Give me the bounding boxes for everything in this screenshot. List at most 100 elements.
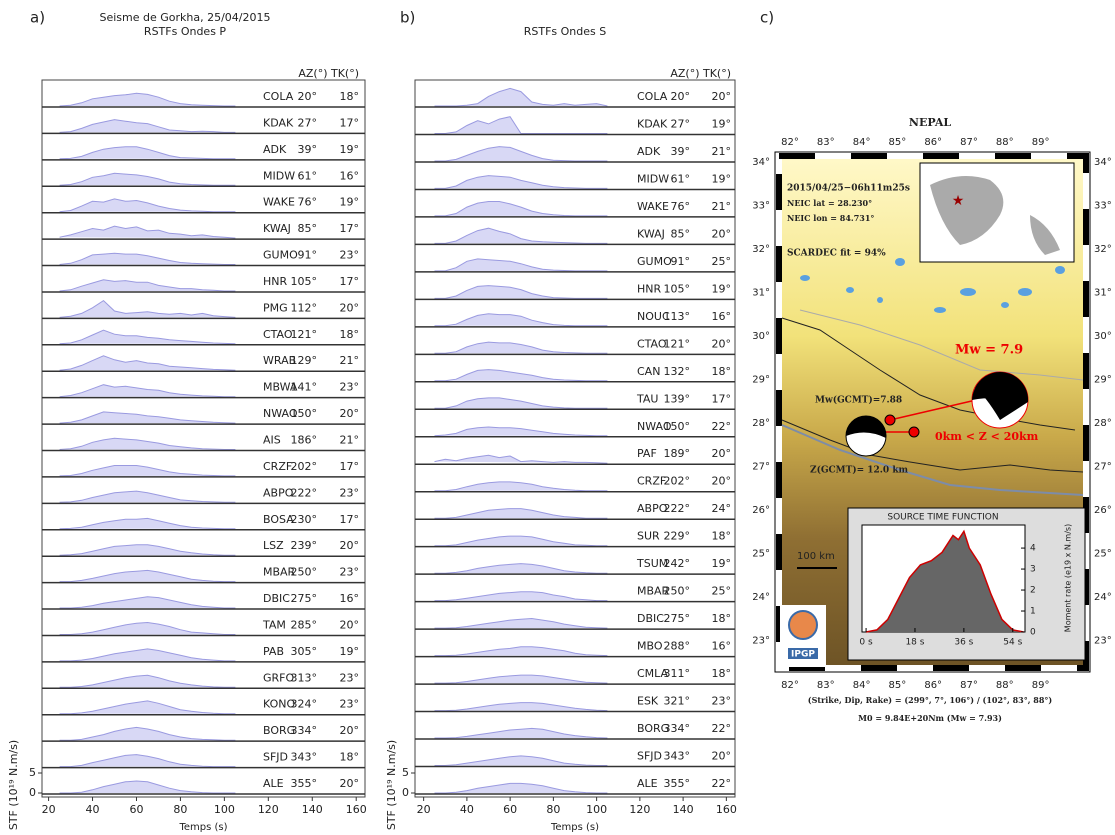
station-name: PAB [263, 645, 284, 658]
station-takeoff: 22° [712, 722, 732, 735]
stf-trace [59, 780, 236, 794]
station-takeoff: 16° [712, 640, 732, 653]
station-name: CRZF [637, 475, 666, 488]
mw-gcmt: Mw(GCMT)=7.88 [815, 395, 902, 406]
station-name: CTAO [637, 337, 667, 350]
panel-label: c) [760, 9, 774, 27]
station-azimuth: 112° [291, 301, 318, 314]
station-name: ADK [263, 143, 287, 156]
column-header: AZ(°) TK(°) [670, 67, 731, 80]
station-takeoff: 23° [340, 249, 360, 262]
station-name: MIDW [637, 172, 669, 185]
stf-trace [59, 119, 236, 133]
station-name: ALE [263, 777, 284, 790]
moment: M0 = 9.84E+20Nm (Mw = 7.93) [858, 713, 1002, 723]
station-takeoff: 17° [340, 460, 360, 473]
panel-subtitle: RSTFs Ondes P [144, 25, 227, 38]
stf-trace [434, 341, 608, 354]
station-takeoff: 24° [712, 502, 732, 515]
station-azimuth: 202° [664, 475, 691, 488]
stf-y-tick-label: 4 [1030, 544, 1036, 554]
x-axis-label: Temps (s) [178, 822, 227, 833]
station-takeoff: 23° [340, 566, 360, 579]
station-name: NWAO [637, 420, 672, 433]
y-tick-label: 0 [402, 786, 409, 799]
stf-trace [434, 426, 608, 437]
station-takeoff: 19° [340, 196, 360, 209]
station-azimuth: 61° [671, 172, 691, 185]
station-name: WAKE [637, 200, 669, 213]
neic-lat: NEIC lat = 28.230° [787, 198, 872, 208]
station-name: SFJD [637, 750, 662, 763]
station-takeoff: 19° [340, 645, 360, 658]
border-line [781, 419, 1084, 473]
stf-x-tick-label: 36 s [954, 638, 973, 648]
stf-trace [434, 175, 608, 189]
station-takeoff: 18° [712, 612, 732, 625]
stf-trace [434, 508, 608, 519]
station-takeoff: 16° [340, 592, 360, 605]
station-azimuth: 275° [291, 592, 318, 605]
stf-trace [59, 329, 236, 345]
neic-lon: NEIC lon = 84.731° [787, 213, 874, 223]
x-tick-label: 120 [629, 803, 650, 816]
station-name: GRFO [263, 671, 294, 684]
station-azimuth: 189° [664, 447, 691, 460]
stf-trace [434, 369, 608, 382]
station-name: GUMO [637, 255, 672, 268]
station-takeoff: 20° [340, 301, 360, 314]
station-name: ABPO [637, 502, 668, 515]
station-takeoff: 16° [340, 169, 360, 182]
station-name: DBIC [263, 592, 290, 605]
stf-y-tick-label: 3 [1030, 565, 1036, 575]
station-name: BORG [637, 722, 669, 735]
stf-trace [434, 313, 608, 327]
station-azimuth: 141° [291, 381, 318, 394]
station-takeoff: 20° [340, 618, 360, 631]
stf-trace [434, 782, 608, 794]
stf-trace [434, 617, 608, 629]
panel-label: a) [30, 9, 45, 27]
lat-label-left: 30° [752, 331, 770, 342]
lat-label-right: 34° [1094, 157, 1112, 168]
station-azimuth: 150° [664, 420, 691, 433]
stf-y-tick-label: 0 [1030, 628, 1036, 638]
station-azimuth: 76° [298, 196, 318, 209]
stf-area [865, 529, 1024, 633]
station-takeoff: 20° [712, 337, 732, 350]
stf-trace [434, 87, 608, 107]
station-name: MBAR [637, 585, 670, 598]
stf-trace [434, 227, 608, 244]
station-takeoff: 19° [712, 557, 732, 570]
lat-label-left: 23° [752, 636, 770, 647]
station-name: CMLA [637, 667, 669, 680]
lat-label-left: 28° [752, 418, 770, 429]
world-land [930, 176, 1060, 255]
station-azimuth: 250° [291, 566, 318, 579]
station-azimuth: 91° [671, 255, 691, 268]
lon-label-bottom: 85° [889, 680, 907, 691]
lat-label-right: 26° [1094, 505, 1112, 516]
station-name: LSZ [263, 539, 284, 552]
station-takeoff: 21° [712, 200, 732, 213]
lakes [800, 258, 1065, 313]
stf-trace [59, 299, 236, 318]
y-tick-label: 5 [402, 766, 409, 779]
epicenter-star: ★ [952, 193, 965, 209]
station-azimuth: 242° [664, 557, 691, 570]
logo: IPGP [791, 650, 815, 660]
station-name: KDAK [263, 116, 294, 129]
station-azimuth: 20° [671, 90, 691, 103]
station-takeoff: 19° [712, 117, 732, 130]
station-azimuth: 85° [671, 227, 691, 240]
station-azimuth: 343° [291, 751, 318, 764]
station-azimuth: 129° [291, 354, 318, 367]
station-name: ESK [637, 695, 659, 708]
stf-trace [59, 465, 236, 477]
x-tick-label: 60 [129, 803, 143, 816]
station-takeoff: 20° [340, 539, 360, 552]
lat-label-left: 29° [752, 375, 770, 386]
station-name: KWAJ [637, 227, 665, 240]
station-azimuth: 113° [664, 310, 691, 323]
station-takeoff: 23° [340, 486, 360, 499]
